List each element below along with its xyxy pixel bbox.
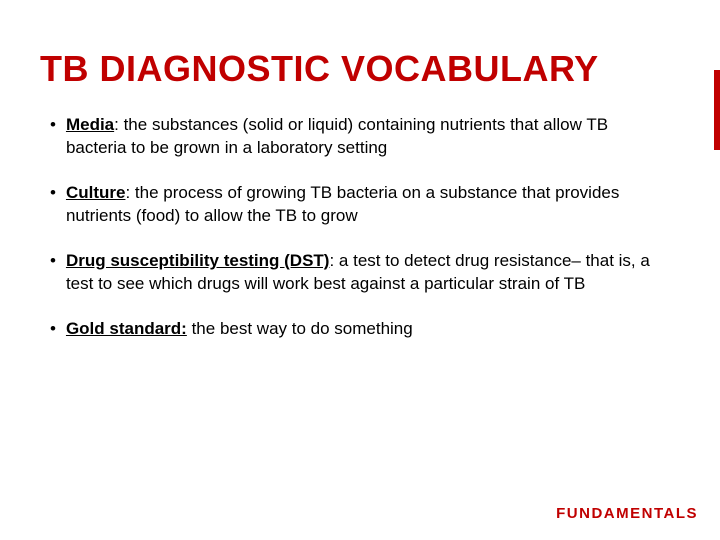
definition: : the process of growing TB bacteria on … [66,183,619,225]
footer-label: FUNDAMENTALS [556,505,698,522]
list-item: • Culture: the process of growing TB bac… [50,182,670,228]
term: Media [66,115,114,134]
list-item: • Gold standard: the best way to do some… [50,318,670,341]
bullet-icon: • [50,114,56,137]
term: Gold standard: [66,319,187,338]
term: Drug susceptibility testing (DST) [66,251,330,270]
bullet-list: • Media: the substances (solid or liquid… [0,90,720,341]
list-item-text: Gold standard: the best way to do someth… [66,318,670,341]
list-item-text: Culture: the process of growing TB bacte… [66,182,670,228]
accent-bar [714,70,720,150]
bullet-icon: • [50,318,56,341]
page-title: TB DIAGNOSTIC VOCABULARY [0,0,720,90]
list-item: • Drug susceptibility testing (DST): a t… [50,250,670,296]
definition: : the substances (solid or liquid) conta… [66,115,608,157]
bullet-icon: • [50,182,56,205]
definition: the best way to do something [187,319,413,338]
list-item-text: Drug susceptibility testing (DST): a tes… [66,250,670,296]
term: Culture [66,183,126,202]
list-item-text: Media: the substances (solid or liquid) … [66,114,670,160]
list-item: • Media: the substances (solid or liquid… [50,114,670,160]
bullet-icon: • [50,250,56,273]
